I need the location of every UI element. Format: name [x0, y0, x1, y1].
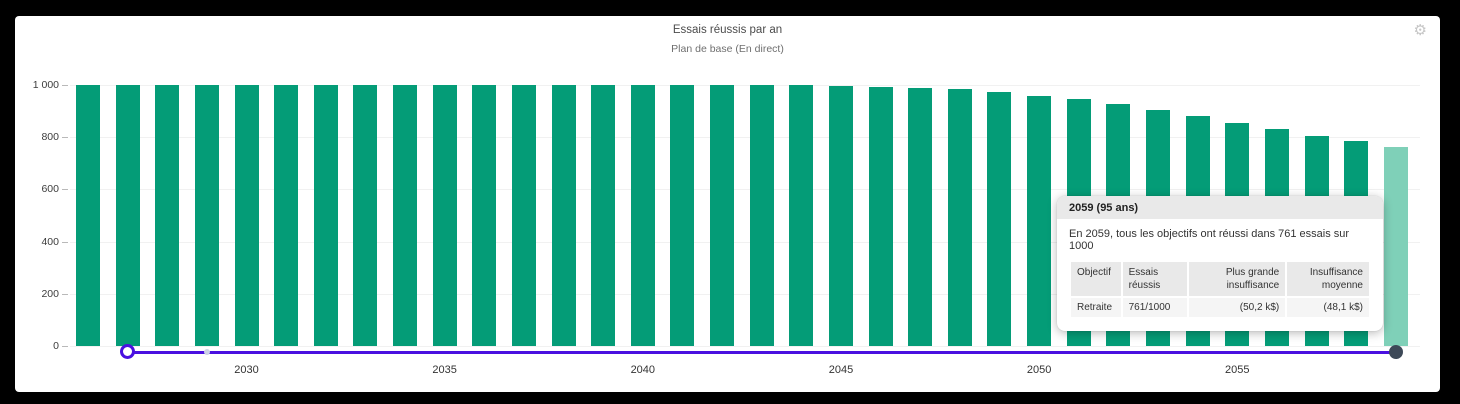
bar-2042[interactable]	[710, 85, 735, 346]
y-axis-tick-mark	[62, 189, 68, 191]
y-axis-tick-label: 1 000	[32, 79, 59, 91]
tooltip-table-header-cell: Plus grande insuffisance	[1188, 262, 1286, 296]
y-axis-tick-mark	[62, 346, 68, 347]
gridline	[70, 293, 1420, 295]
plot-area: 1 000 800 600 400 200 0 2030 2035 2040 2045 2050 20…	[15, 16, 1440, 392]
x-axis-tick-label: 2040	[630, 364, 656, 376]
y-axis-tick-label: 0	[53, 340, 59, 352]
slider-left-handle[interactable]	[119, 344, 135, 359]
y-axis-tick-label: 800	[41, 131, 59, 144]
gridline	[70, 241, 1420, 243]
x-axis-tick-label: 2030	[234, 364, 259, 376]
tooltip-table-header-cell: Objectif	[1071, 262, 1121, 296]
tooltip-table-header-row: Objectif Essais réussis Plus grande insuff…	[1071, 262, 1369, 296]
y-axis-tick-mark	[62, 85, 68, 86]
bar-2049[interactable]	[987, 91, 1012, 346]
x-axis-tick-label: 2045	[828, 364, 854, 376]
gridline	[70, 346, 1420, 347]
gear-icon[interactable]: ⚙	[1413, 22, 1427, 39]
y-axis-tick-mark	[62, 137, 68, 139]
bar-2034[interactable]	[393, 85, 418, 346]
x-axis-tick-label: 2055	[1225, 364, 1250, 376]
bar-2040[interactable]	[630, 85, 655, 346]
y-axis-tick-label: 600	[41, 183, 59, 196]
bar-2031[interactable]	[274, 85, 299, 346]
y-axis-tick-label: 400	[41, 235, 59, 248]
slider-right-handle[interactable]	[1388, 345, 1403, 359]
y-axis-tick-mark	[62, 241, 68, 243]
bar-2059[interactable]	[1383, 147, 1408, 346]
bar-2047[interactable]	[908, 87, 933, 346]
bar-2048[interactable]	[947, 89, 972, 346]
bar-2026[interactable]	[76, 85, 100, 346]
tooltip-table-cell: Retraite	[1071, 298, 1121, 317]
y-axis-tick-mark	[62, 293, 68, 295]
bar-2028[interactable]	[155, 85, 180, 346]
tooltip-table-cell: (48,1 k$)	[1287, 298, 1369, 317]
bar-2038[interactable]	[551, 85, 576, 346]
chart-subtitle: Plan de base (En direct)	[671, 43, 784, 55]
bar-2027[interactable]	[115, 85, 140, 346]
gridline	[70, 189, 1420, 191]
bar-2037[interactable]	[511, 85, 536, 346]
chart-title: Essais réussis par an	[672, 24, 783, 36]
tooltip-title: 2059 (95 ans)	[1057, 196, 1383, 219]
timeline-slider-track[interactable]	[127, 350, 1396, 354]
bar-2050[interactable]	[1027, 96, 1052, 346]
tooltip-table-cell: (50,2 k$)	[1188, 298, 1286, 317]
x-axis-tick-label: 2050	[1026, 364, 1052, 376]
tooltip-body: En 2059, tous les objectifs ont réussi d…	[1057, 219, 1383, 331]
tooltip-table-cell: 761/1000	[1122, 298, 1187, 317]
bar-2030[interactable]	[234, 85, 259, 346]
tooltip-summary: En 2059, tous les objectifs ont réussi d…	[1069, 228, 1350, 252]
bar-2036[interactable]	[472, 85, 497, 346]
bar-2035[interactable]	[432, 85, 457, 346]
bar-2032[interactable]	[313, 85, 338, 346]
tooltip-table: Objectif Essais réussis Plus grande insuff…	[1069, 260, 1371, 319]
x-axis-tick-label: 2035	[432, 364, 457, 376]
bar-2041[interactable]	[670, 85, 695, 346]
slider-marker-dot	[203, 349, 210, 355]
gridline	[70, 137, 1420, 139]
gridline	[70, 85, 1420, 86]
y-axis-tick-label: 200	[41, 287, 59, 300]
bar-2043[interactable]	[749, 85, 774, 346]
tooltip-table-header-cell: Essais réussis	[1122, 262, 1187, 296]
bar-2039[interactable]	[591, 85, 616, 346]
tooltip-table-header-cell: Insuffisance moyenne	[1287, 262, 1369, 296]
bar-2046[interactable]	[868, 87, 893, 346]
bar-2029[interactable]	[194, 85, 219, 346]
bar-2045[interactable]	[828, 85, 853, 346]
tooltip-table-row: Retraite 761/1000 (50,2 k$) (48,1 k$)	[1071, 298, 1369, 317]
bar-2033[interactable]	[353, 85, 378, 346]
bar-2044[interactable]	[789, 85, 814, 346]
chart-panel: Essais réussis par an Plan de base (En d…	[15, 16, 1440, 392]
tooltip: 2059 (95 ans) En 2059, tous les objectif…	[1057, 196, 1383, 331]
